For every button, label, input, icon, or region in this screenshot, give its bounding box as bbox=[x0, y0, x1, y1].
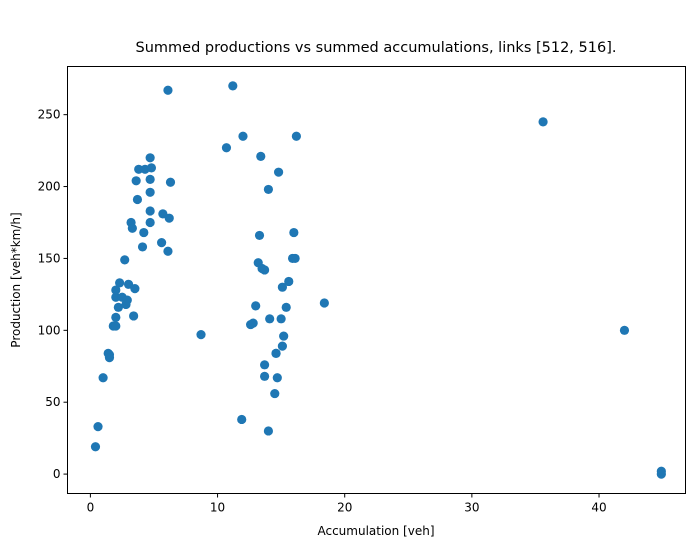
data-point bbox=[271, 348, 281, 358]
data-point bbox=[251, 301, 261, 311]
data-point bbox=[289, 227, 299, 238]
data-point bbox=[111, 292, 121, 302]
x-axis: 0 10 20 30 40 bbox=[87, 493, 607, 515]
data-point bbox=[120, 255, 130, 265]
data-point bbox=[276, 314, 286, 324]
data-point bbox=[277, 282, 287, 292]
data-point bbox=[254, 230, 265, 241]
data-point bbox=[165, 177, 176, 187]
data-point bbox=[619, 325, 630, 335]
data-point bbox=[111, 285, 121, 295]
data-point bbox=[145, 217, 155, 228]
data-point bbox=[291, 131, 301, 141]
data-point bbox=[129, 311, 139, 321]
y-tick-label: 200 bbox=[38, 180, 61, 194]
data-point bbox=[163, 85, 173, 95]
data-point bbox=[273, 167, 284, 177]
data-point bbox=[127, 223, 137, 233]
data-point bbox=[265, 314, 275, 324]
data-point bbox=[263, 426, 274, 436]
data-point bbox=[277, 341, 287, 351]
data-point bbox=[122, 295, 132, 305]
data-point bbox=[111, 312, 121, 322]
data-point bbox=[164, 213, 174, 223]
data-point bbox=[137, 242, 148, 252]
data-point bbox=[163, 246, 173, 256]
data-point bbox=[145, 187, 155, 197]
data-point bbox=[656, 469, 666, 479]
data-point bbox=[228, 81, 238, 91]
data-point bbox=[196, 330, 206, 340]
data-point bbox=[237, 414, 247, 425]
x-tick-label: 30 bbox=[464, 501, 479, 515]
data-point bbox=[111, 321, 121, 331]
data-point bbox=[248, 318, 258, 328]
y-axis-label: Production [veh*km/h] bbox=[9, 212, 23, 347]
data-point bbox=[145, 206, 155, 216]
y-tick-label: 150 bbox=[38, 251, 61, 265]
x-tick-label: 20 bbox=[337, 501, 352, 515]
data-point bbox=[90, 442, 101, 452]
data-point bbox=[272, 373, 282, 383]
data-point bbox=[260, 265, 270, 275]
y-tick-label: 100 bbox=[38, 323, 61, 337]
x-tick-label: 40 bbox=[591, 501, 606, 515]
plot-area bbox=[90, 81, 666, 479]
data-point bbox=[145, 174, 155, 184]
data-point bbox=[115, 278, 125, 288]
data-point bbox=[279, 331, 289, 341]
data-point bbox=[98, 373, 108, 383]
plot-frame bbox=[67, 66, 686, 494]
data-point bbox=[538, 117, 548, 127]
chart-title: Summed productions vs summed accumulatio… bbox=[136, 40, 617, 56]
y-tick-label: 50 bbox=[45, 395, 60, 409]
data-point bbox=[284, 276, 294, 287]
y-tick-label: 0 bbox=[53, 467, 61, 481]
data-point bbox=[145, 153, 155, 163]
data-point bbox=[146, 163, 157, 173]
x-axis-label: Accumulation [veh] bbox=[317, 524, 434, 538]
data-point bbox=[131, 176, 141, 186]
y-tick-label: 250 bbox=[38, 108, 61, 122]
data-point bbox=[319, 298, 329, 308]
data-point bbox=[132, 194, 143, 205]
data-point bbox=[260, 360, 270, 370]
data-point bbox=[130, 284, 140, 294]
data-point bbox=[93, 422, 103, 432]
data-point bbox=[270, 388, 280, 399]
data-point bbox=[221, 143, 232, 153]
data-point bbox=[134, 164, 144, 174]
y-axis: 0 50 100 150 200 250 bbox=[38, 108, 68, 481]
data-point bbox=[281, 302, 291, 312]
data-point bbox=[238, 131, 248, 141]
data-point bbox=[260, 371, 270, 381]
data-point bbox=[139, 227, 149, 238]
data-point bbox=[104, 353, 115, 363]
data-point bbox=[263, 184, 274, 195]
x-tick-label: 0 bbox=[87, 501, 95, 515]
data-point bbox=[290, 253, 300, 264]
data-point bbox=[256, 151, 266, 161]
x-tick-label: 10 bbox=[210, 501, 225, 515]
data-point bbox=[157, 238, 167, 248]
data-point bbox=[113, 302, 123, 312]
